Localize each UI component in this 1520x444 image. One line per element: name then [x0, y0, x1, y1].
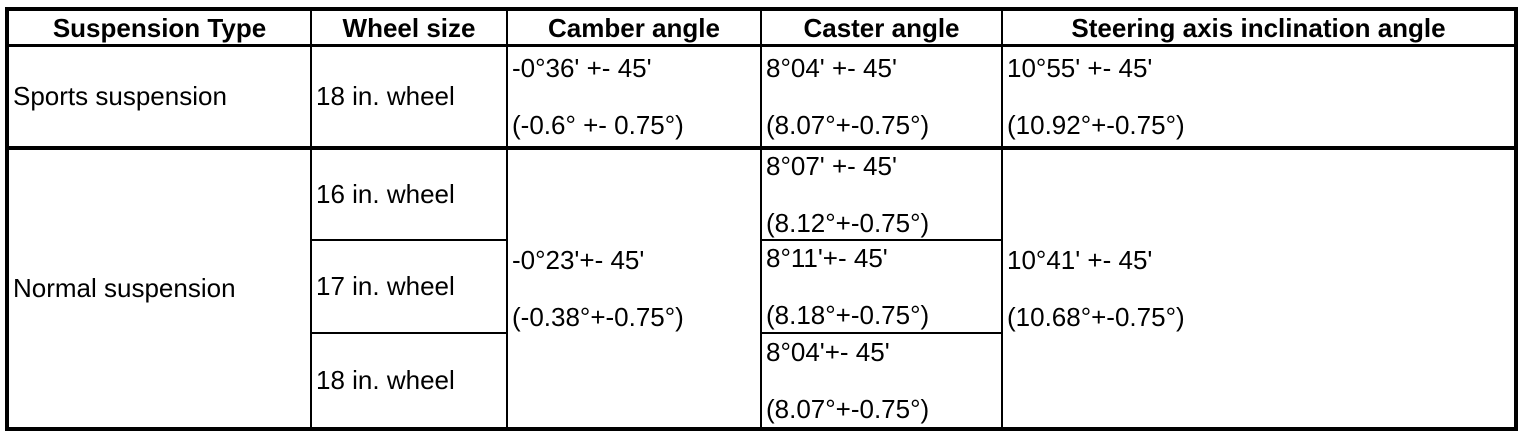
table-row-normal-16: Normal suspension 16 in. wheel -0°23'+- … — [6, 147, 1517, 430]
sports-camber-value: -0°36' +- 45' — [512, 53, 652, 83]
header-caster-angle: Caster angle — [760, 8, 1003, 47]
cell-sports-suspension-type: Sports suspension — [6, 44, 312, 150]
cell-sports-steering-axis: 10°55' +- 45' (10.92°+-0.75°) — [1001, 44, 1517, 150]
normal-caster-18-degrees: (8.07°+-0.75°) — [766, 394, 930, 424]
cell-sports-wheel-size: 18 in. wheel — [310, 44, 508, 150]
normal-caster-18-value: 8°04'+- 45' — [766, 337, 890, 367]
normal-caster-17-value: 8°11'+- 45' — [766, 243, 888, 273]
header-suspension-type: Suspension Type — [6, 8, 312, 47]
cell-normal-caster-18: 8°04'+- 45' (8.07°+-0.75°) — [760, 332, 1003, 430]
table-row-normal-18: 18 in. wheel 8°04'+- 45' (8.07°+-0.75°) — [7, 332, 1516, 430]
cell-normal-steering-axis: 10°41' +- 45' (10.68°+-0.75°) — [1001, 147, 1517, 430]
cell-normal-wheel-17: 17 in. wheel — [310, 239, 508, 334]
normal-caster-16-degrees: (8.12°+-0.75°) — [766, 208, 930, 238]
header-row: Suspension Type Wheel size Camber angle … — [6, 8, 1517, 47]
normal-camber-degrees: (-0.38°+-0.75°) — [512, 302, 684, 332]
sports-steering-value: 10°55' +- 45' — [1007, 53, 1153, 83]
header-wheel-size: Wheel size — [310, 8, 508, 47]
sports-caster-value: 8°04' +- 45' — [766, 53, 897, 83]
normal-camber-value: -0°23'+- 45' — [512, 245, 645, 275]
cell-normal-caster-16: 8°07' +- 45' (8.12°+-0.75°) — [760, 147, 1003, 241]
normal-caster-16-value: 8°07' +- 45' — [766, 151, 897, 181]
sports-caster-degrees: (8.07°+-0.75°) — [766, 110, 930, 140]
normal-caster-17-degrees: (8.18°+-0.75°) — [766, 300, 930, 330]
cell-sports-camber: -0°36' +- 45' (-0.6° +- 0.75°) — [506, 44, 762, 150]
normal-steering-value: 10°41' +- 45' — [1007, 245, 1153, 275]
cell-normal-caster-17: 8°11'+- 45' (8.18°+-0.75°) — [760, 239, 1003, 334]
cell-normal-suspension-type: Normal suspension — [6, 147, 312, 430]
table-row-normal-17: 17 in. wheel 8°11'+- 45' (8.18°+-0.75°) — [7, 239, 1516, 334]
cell-normal-wheel-18: 18 in. wheel — [310, 332, 508, 430]
header-steering-axis-inclination-angle: Steering axis inclination angle — [1001, 8, 1517, 47]
header-camber-angle: Camber angle — [506, 8, 762, 47]
suspension-spec-table: Suspension Type Wheel size Camber angle … — [5, 7, 1518, 431]
cell-sports-caster: 8°04' +- 45' (8.07°+-0.75°) — [760, 44, 1003, 150]
sports-steering-degrees: (10.92°+-0.75°) — [1007, 110, 1185, 140]
cell-normal-camber: -0°23'+- 45' (-0.38°+-0.75°) — [506, 147, 762, 430]
table-row-sports: Sports suspension 18 in. wheel -0°36' +-… — [6, 44, 1517, 150]
sports-camber-degrees: (-0.6° +- 0.75°) — [512, 110, 684, 140]
normal-steering-degrees: (10.68°+-0.75°) — [1007, 302, 1185, 332]
cell-normal-wheel-16: 16 in. wheel — [310, 147, 508, 241]
